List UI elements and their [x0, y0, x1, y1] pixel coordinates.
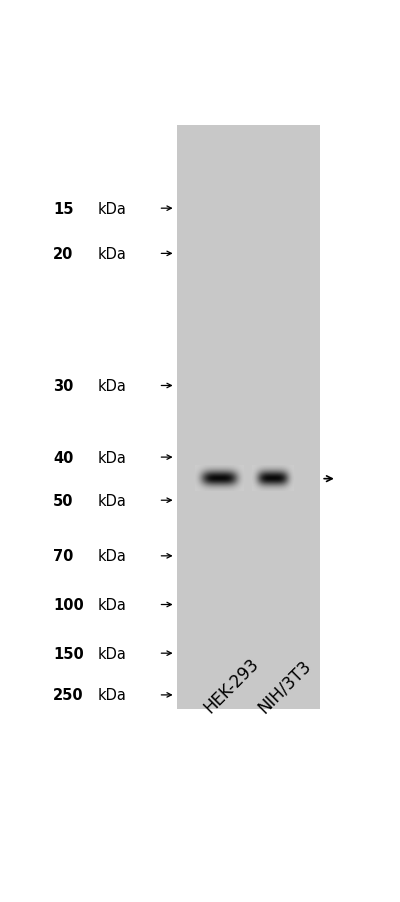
Text: kDa: kDa	[98, 548, 127, 564]
Text: kDa: kDa	[98, 450, 127, 465]
Text: 15: 15	[53, 201, 74, 216]
Text: HEK-293: HEK-293	[200, 654, 262, 716]
Text: kDa: kDa	[98, 246, 127, 262]
Text: 150: 150	[53, 646, 84, 661]
Text: kDa: kDa	[98, 493, 127, 508]
Text: WWW.PTGLAB.COM: WWW.PTGLAB.COM	[239, 339, 254, 489]
Bar	[177, 125, 320, 709]
Text: 70: 70	[53, 548, 74, 564]
Text: kDa: kDa	[98, 597, 127, 612]
Text: 30: 30	[53, 379, 74, 393]
Text: 20: 20	[53, 246, 74, 262]
Text: 250: 250	[53, 687, 84, 703]
Text: NIH/3T3: NIH/3T3	[254, 656, 314, 716]
Text: kDa: kDa	[98, 379, 127, 393]
Text: 40: 40	[53, 450, 74, 465]
Text: kDa: kDa	[98, 201, 127, 216]
Text: kDa: kDa	[98, 646, 127, 661]
Text: 100: 100	[53, 597, 84, 612]
Text: kDa: kDa	[98, 687, 127, 703]
Text: 50: 50	[53, 493, 74, 508]
